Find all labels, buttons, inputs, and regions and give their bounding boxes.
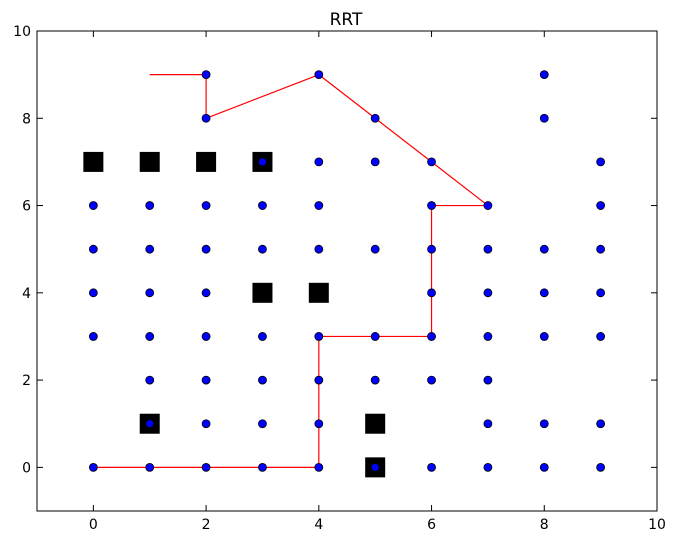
tree-node-point (201, 70, 211, 80)
tree-node-point (258, 419, 267, 429)
x-tick-label: 0 (89, 517, 98, 533)
tree-node-point (201, 375, 211, 385)
path-segment (374, 117, 432, 163)
tree-node-point (258, 157, 267, 167)
tree-node-point (596, 462, 606, 472)
tree-node-point (88, 288, 98, 298)
tree-node-point (314, 419, 324, 429)
tree-node-point (145, 201, 155, 210)
plot-area: 0 2 4 6 8 10 0 2 4 6 8 10 (13, 24, 666, 533)
obstacle-square (365, 413, 386, 434)
path-segment (318, 74, 376, 119)
chart-title: RRT (330, 10, 363, 30)
tree-node-point (539, 462, 549, 472)
tree-node-point (314, 70, 324, 80)
tree-node-point (427, 462, 436, 472)
tree-node-point (258, 375, 267, 385)
tree-node-point (145, 462, 155, 472)
tree-node-point (539, 419, 549, 429)
path-segment (205, 74, 320, 119)
tree-node-point (370, 332, 380, 341)
x-tick-label: 8 (540, 517, 549, 533)
tree-node-point (145, 288, 155, 298)
tree-node-point (483, 462, 493, 472)
tree-node-point (483, 332, 493, 341)
tree-node-point (539, 70, 549, 80)
tree-node-point (483, 244, 493, 254)
tree-node-point (427, 288, 436, 298)
tree-node-point (258, 244, 267, 254)
tree-node-point (88, 462, 98, 472)
tree-node-point (370, 113, 380, 123)
obstacle-square (308, 282, 329, 303)
tree-node-point (201, 332, 211, 341)
tree-node-point (370, 462, 380, 472)
tree-node-point (201, 462, 211, 472)
y-tick-label: 8 (22, 111, 31, 127)
x-tick-label: 10 (648, 517, 666, 533)
tree-node-point (596, 244, 606, 254)
tree-node-point (539, 244, 549, 254)
obstacle-square (83, 151, 104, 172)
tree-node-point (88, 244, 98, 254)
tree-node-point (201, 113, 211, 123)
tree-node-point (596, 288, 606, 298)
tree-node-point (539, 332, 549, 341)
tree-node-point (596, 332, 606, 341)
tree-node-point (483, 419, 493, 429)
path-segment (431, 161, 489, 207)
tree-node-point (427, 375, 436, 385)
tree-node-point (88, 332, 98, 341)
tree-node-point (314, 157, 324, 167)
tree-node-point (539, 113, 549, 123)
y-tick-label: 6 (22, 199, 31, 215)
tree-node-point (314, 462, 324, 472)
tree-node-point (427, 244, 436, 254)
tree-node-point (88, 201, 98, 210)
tree-node-point (370, 157, 380, 167)
x-tick-label: 6 (427, 517, 436, 533)
tree-node-point (596, 157, 606, 167)
tree-node-point (596, 419, 606, 429)
tree-node-point (258, 332, 267, 341)
tree-node-point (314, 332, 324, 341)
tree-node-point (145, 244, 155, 254)
x-tick-label: 2 (202, 517, 211, 533)
plot-frame (36, 30, 658, 512)
tree-node-point (201, 244, 211, 254)
obstacle-square (139, 151, 160, 172)
tree-node-point (258, 201, 267, 210)
tree-node-point (145, 332, 155, 341)
tree-node-point (539, 288, 549, 298)
tree-node-point (145, 375, 155, 385)
tree-node-point (314, 201, 324, 210)
tree-node-point (314, 375, 324, 385)
tree-node-point (483, 201, 493, 210)
tree-node-point (427, 157, 436, 167)
x-tick-label: 4 (314, 517, 323, 533)
tree-node-point (145, 419, 155, 429)
tree-node-point (596, 201, 606, 210)
tree-node-point (201, 419, 211, 429)
tree-node-point (483, 375, 493, 385)
tree-node-point (427, 201, 436, 210)
y-tick-label: 2 (22, 373, 31, 389)
tree-node-point (483, 288, 493, 298)
obstacle-square (196, 151, 217, 172)
tree-node-point (201, 288, 211, 298)
y-tick-label: 4 (22, 286, 31, 302)
y-tick-label: 10 (13, 24, 31, 40)
tree-node-point (370, 244, 380, 254)
y-tick-label: 0 (22, 460, 31, 476)
tree-node-point (314, 244, 324, 254)
tree-node-point (370, 375, 380, 385)
obstacle-square (252, 282, 273, 303)
tree-node-point (201, 201, 211, 210)
tree-node-point (258, 462, 267, 472)
tree-node-point (427, 332, 436, 341)
